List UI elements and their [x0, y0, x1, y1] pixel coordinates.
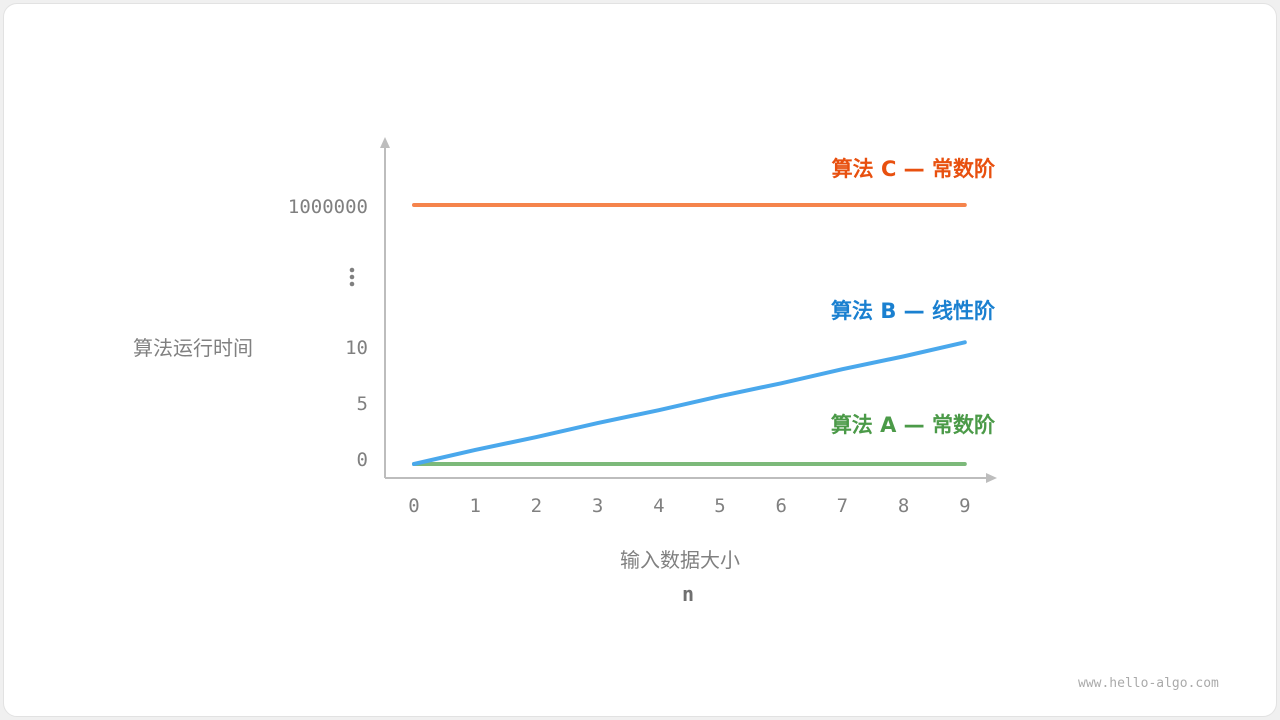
y-tick-label: 1000000	[288, 196, 368, 218]
x-tick-label: 5	[714, 495, 725, 517]
x-tick-label: 8	[898, 495, 909, 517]
x-axis-symbol: n	[682, 582, 695, 606]
y-axis-arrow	[380, 137, 390, 148]
y-tick-label: 5	[357, 393, 368, 415]
x-tick-label: 0	[408, 495, 419, 517]
y-axis-label: 算法运行时间	[133, 336, 253, 360]
x-tick-label: 2	[531, 495, 542, 517]
series-label-b: 算法 B — 线性阶	[831, 299, 996, 323]
chart-card	[3, 3, 1277, 717]
x-tick-label: 6	[775, 495, 786, 517]
watermark: www.hello-algo.com	[1078, 676, 1219, 691]
y-break-dot	[349, 267, 355, 273]
series-label-c: 算法 C — 常数阶	[832, 157, 996, 181]
y-break-dot	[349, 274, 355, 280]
y-tick-label: 0	[357, 449, 368, 471]
y-break-dot	[349, 281, 355, 287]
series-line-b	[412, 340, 967, 466]
x-tick-label: 3	[592, 495, 603, 517]
x-tick-label: 4	[653, 495, 664, 517]
y-tick-label: 10	[345, 337, 368, 359]
x-axis-label: 输入数据大小	[620, 548, 740, 572]
x-tick-label: 9	[959, 495, 970, 517]
x-axis-arrow	[986, 473, 997, 483]
series-label-a: 算法 A — 常数阶	[831, 413, 996, 437]
x-tick-label: 7	[837, 495, 848, 517]
x-tick-label: 1	[469, 495, 480, 517]
